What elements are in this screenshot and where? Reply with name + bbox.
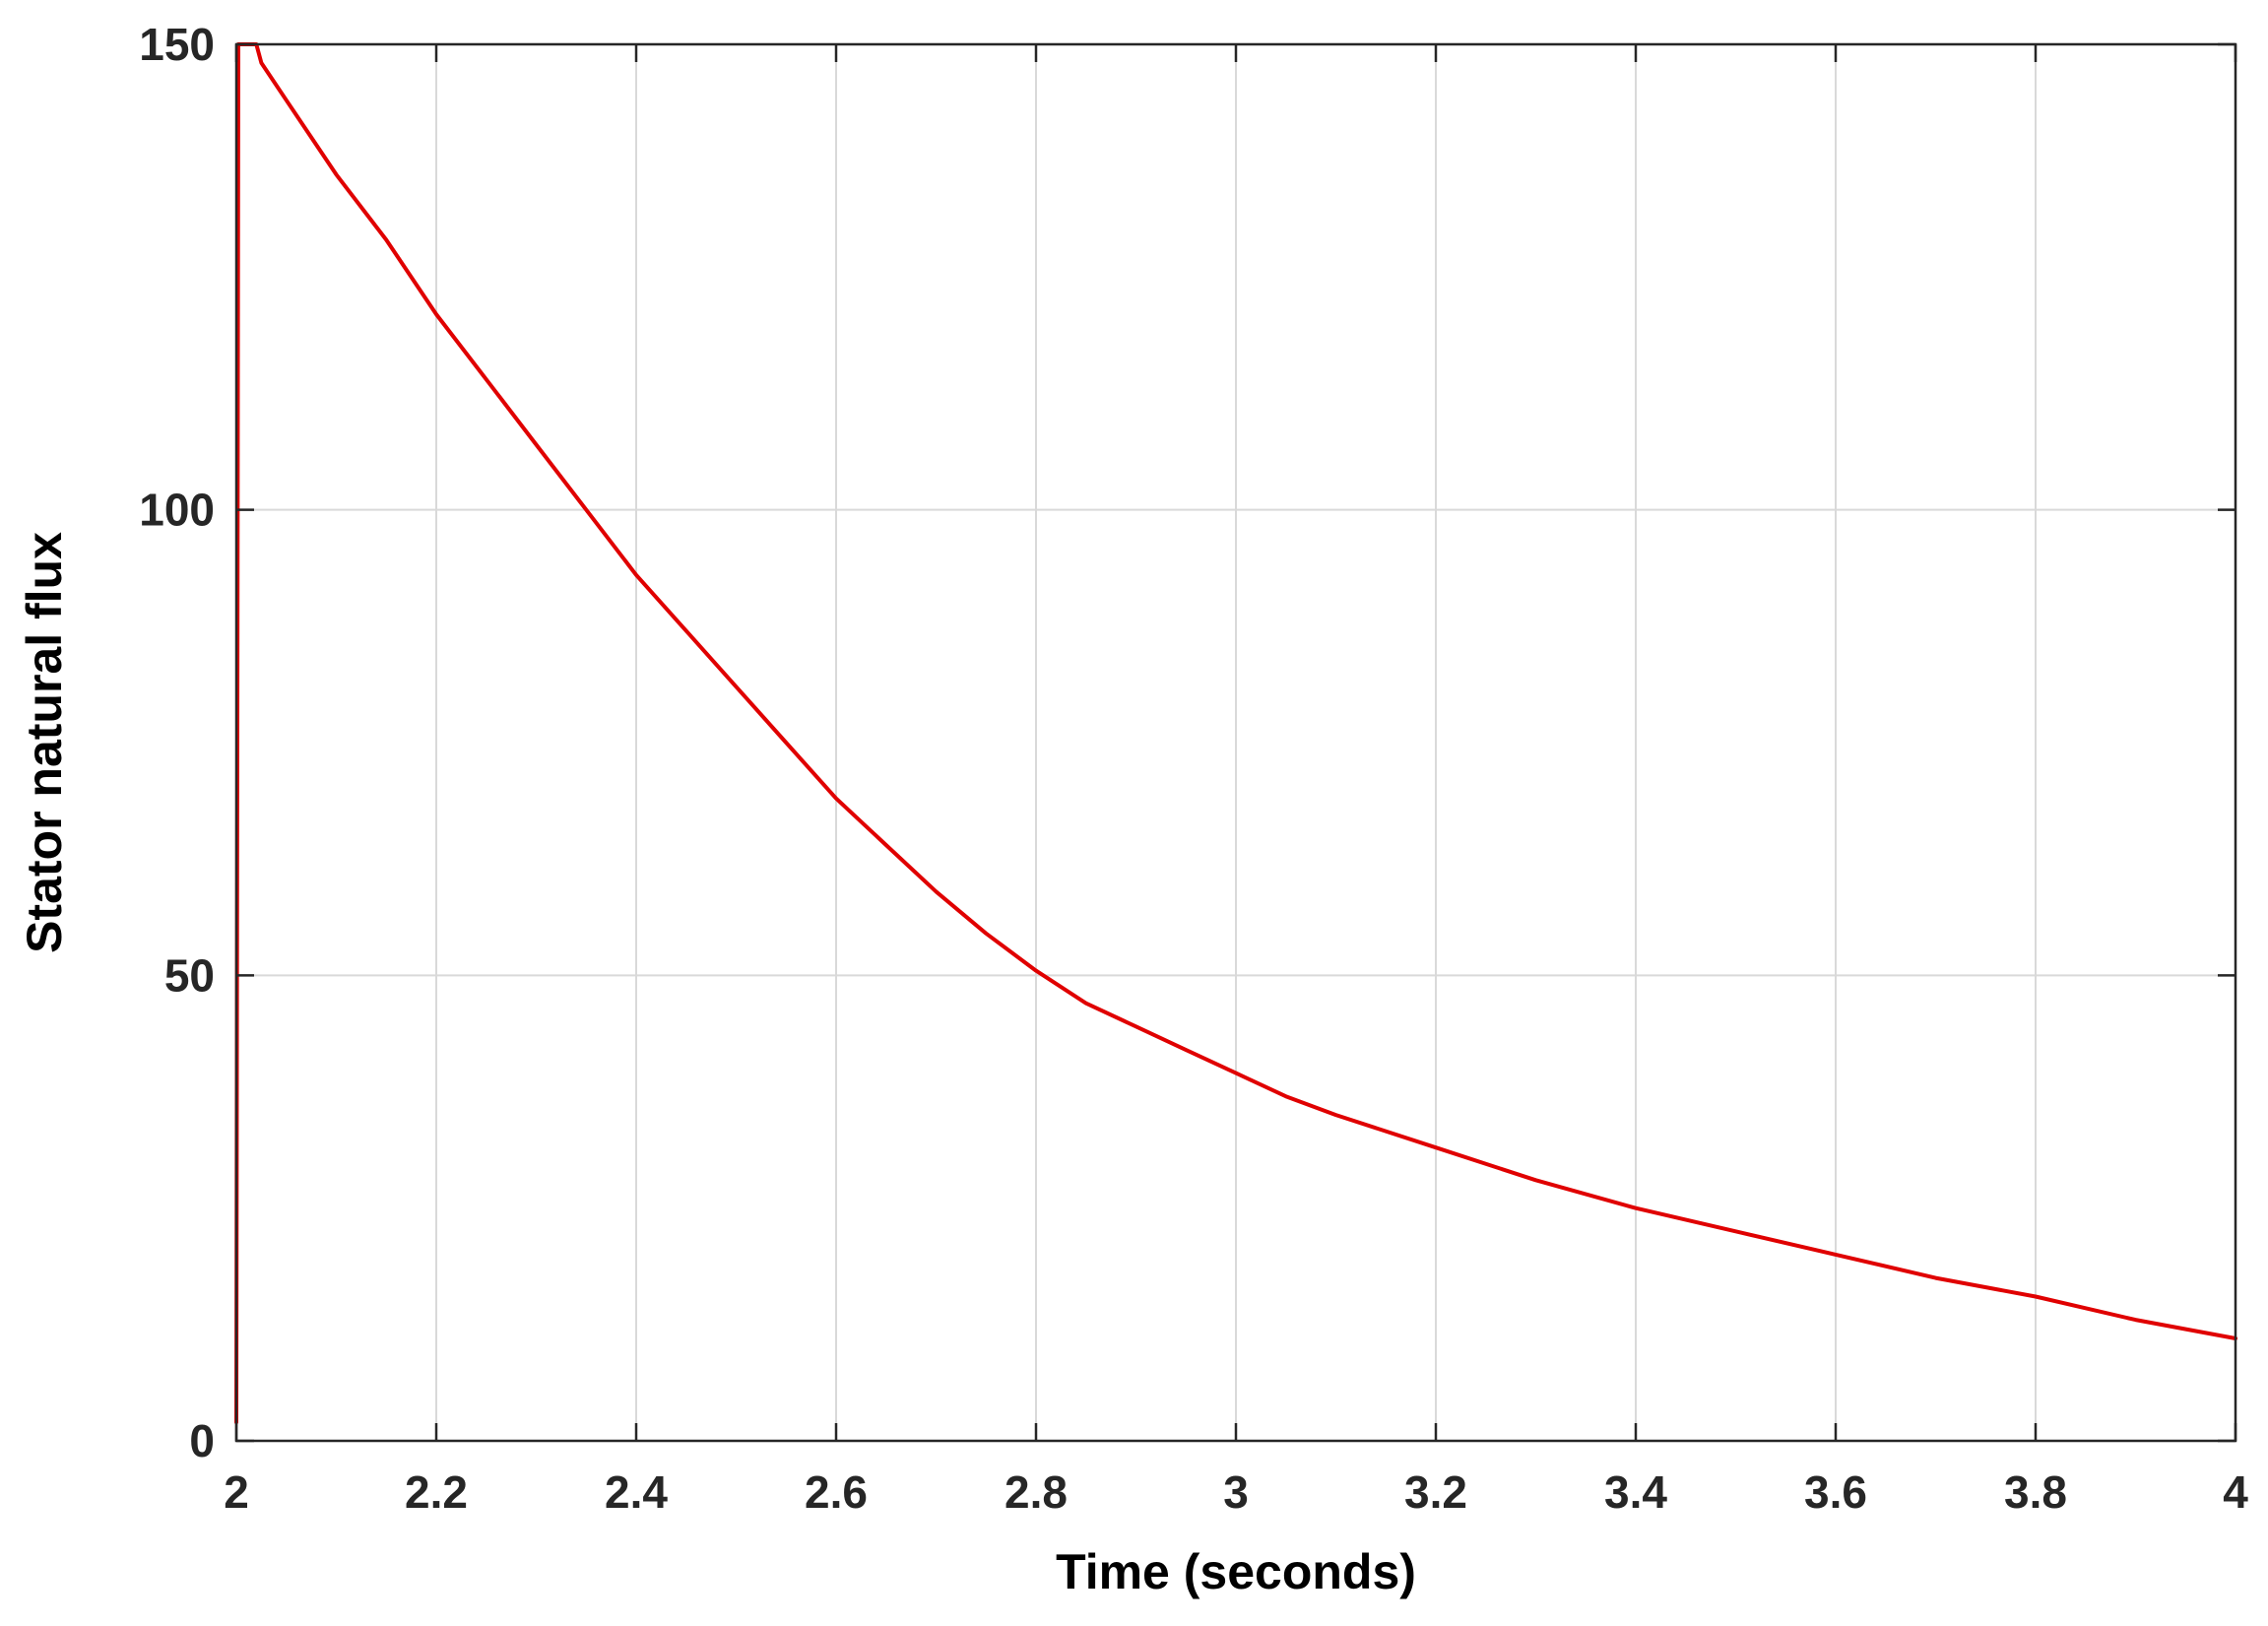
x-tick-label: 2.6 — [805, 1466, 868, 1518]
x-tick-label: 4 — [2223, 1466, 2248, 1518]
y-tick-label: 150 — [139, 19, 215, 70]
x-tick-labels: 2 2.2 2.4 2.6 2.8 3 3.2 3.4 3.6 3.8 4 — [224, 1466, 2248, 1518]
y-tick-label: 50 — [164, 949, 215, 1001]
y-tick-label: 0 — [189, 1415, 215, 1466]
x-tick-label: 3.2 — [1404, 1466, 1467, 1518]
x-tick-label: 2 — [224, 1466, 249, 1518]
x-axis-label: Time (seconds) — [1056, 1544, 1416, 1599]
x-tick-label: 2.8 — [1004, 1466, 1068, 1518]
x-tick-label: 3.4 — [1604, 1466, 1667, 1518]
x-tick-label: 3.8 — [2004, 1466, 2067, 1518]
series-layer — [234, 42, 2237, 1425]
x-tick-label: 2.2 — [405, 1466, 468, 1518]
x-tick-label: 2.4 — [605, 1466, 668, 1518]
x-tick-label: 3 — [1223, 1466, 1249, 1518]
tick-marks — [234, 42, 2237, 1443]
series-line — [234, 42, 2237, 1425]
y-axis-label: Stator natural flux — [17, 532, 72, 953]
y-tick-label: 100 — [139, 485, 215, 536]
x-tick-label: 3.6 — [1804, 1466, 1867, 1518]
y-tick-labels: 0 50 100 150 — [139, 19, 215, 1466]
